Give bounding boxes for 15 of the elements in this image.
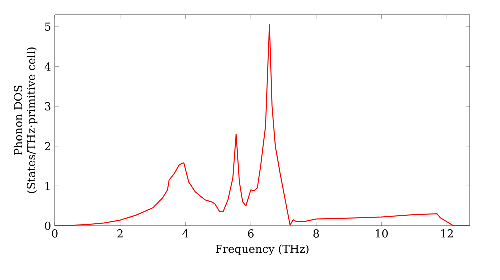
- y-axis-title: Phonon DOS (States/THz·primitive cell): [14, 48, 38, 194]
- x-tick-label: 8: [314, 230, 320, 238]
- x-tick-label: 12: [441, 230, 454, 238]
- y-tick-label: 5: [45, 22, 51, 32]
- y-tick-label: 2: [45, 142, 50, 150]
- y-tick-label: 1: [46, 182, 50, 190]
- x-tick-label: 0: [52, 230, 58, 238]
- x-tick-label: 2: [118, 230, 123, 238]
- y-tick-label: 4: [44, 62, 51, 71]
- x-axis-title: Frequency (THz): [216, 244, 309, 256]
- x-tick-label: 4: [182, 230, 189, 238]
- y-tick-label: 3: [45, 102, 51, 111]
- x-tick-label: 6: [248, 230, 254, 238]
- y-tick-label: 0: [45, 222, 51, 230]
- x-tick-label: 10: [376, 230, 388, 238]
